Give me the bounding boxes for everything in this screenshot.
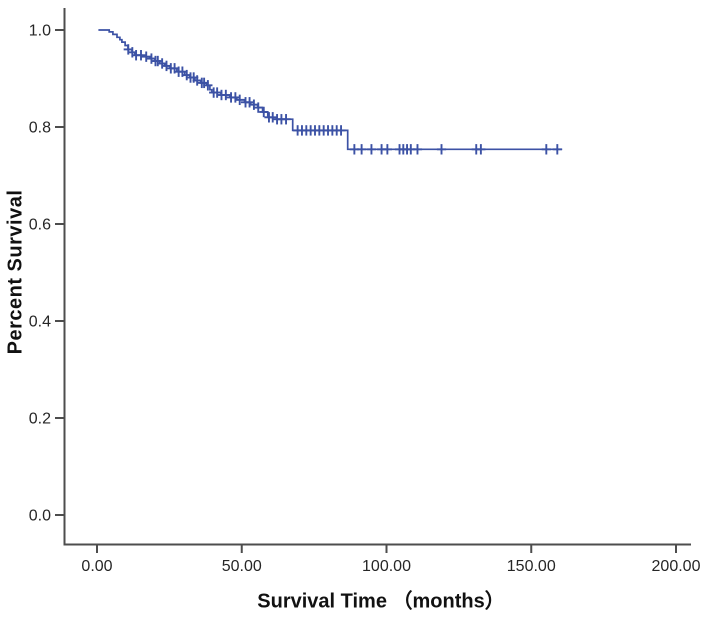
censor-mark [244,97,255,108]
survival-curve [98,29,563,151]
censor-mark [153,55,163,67]
censor-mark [382,144,392,155]
censor-mark [259,106,269,118]
x-tick-label: 0.00 [81,558,112,575]
y-tick-label: 1.0 [29,23,51,40]
censor-mark [136,50,146,61]
censor-mark [146,53,157,64]
censor-mark [336,125,346,136]
censor-mark [436,144,447,155]
censor-mark [141,51,151,62]
y-tick-label: 0.2 [29,411,51,428]
y-axis-title: Percent Survival [4,189,27,355]
y-tick-label: 0.6 [29,217,51,234]
censor-mark [203,80,213,91]
x-tick-label: 50.00 [222,558,262,575]
censor-mark [357,144,367,155]
censor-mark [253,102,263,113]
censor-mark [161,60,172,72]
x-tick-label: 100.00 [362,558,411,575]
x-tick-label: 200.00 [652,558,701,575]
x-axis-title: Survival Time （months） [257,590,505,613]
censor-mark [281,114,291,125]
censor-mark [476,144,486,155]
y-tick-label: 0.0 [29,508,51,525]
censor-mark [221,89,231,101]
censor-mark [366,144,377,155]
censor-mark [235,94,245,106]
y-tick-label: 0.8 [29,120,51,137]
censor-mark [552,144,562,155]
censor-mark [230,92,240,103]
y-tick-label: 0.4 [29,314,51,331]
censor-mark [212,87,222,98]
censor-mark [192,75,202,86]
censor-mark [157,58,167,69]
censor-mark [541,144,551,155]
censor-mark [268,112,278,123]
censor-mark [412,144,423,155]
x-tick-label: 150.00 [507,558,556,575]
